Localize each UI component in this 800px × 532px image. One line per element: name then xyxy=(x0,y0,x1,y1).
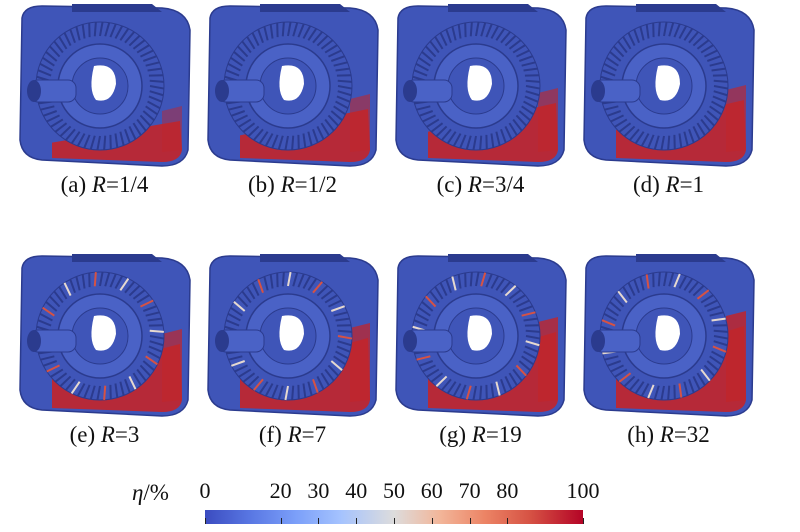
caption-letter: (a) xyxy=(60,172,92,197)
colorbar-label: η/% xyxy=(132,480,169,505)
caption-letter: (h) xyxy=(627,422,660,447)
caption-value: =1 xyxy=(679,172,705,197)
panel-c xyxy=(388,0,573,170)
colorbar-tick-label: 20 xyxy=(269,478,292,503)
caption-value: =1/2 xyxy=(294,172,337,197)
caption-letter: (b) xyxy=(247,172,281,197)
caption-value: =32 xyxy=(673,422,710,447)
colorbar-tick-label: 80 xyxy=(496,478,519,503)
panel-caption: (c) R=3/4 xyxy=(388,172,573,198)
caption-value: =19 xyxy=(485,422,522,447)
panel-f xyxy=(200,250,385,420)
caption-variable: R xyxy=(467,172,482,197)
caption-letter: (d) xyxy=(632,172,666,197)
caption-letter: (f) xyxy=(258,422,288,447)
gearbox-render xyxy=(19,4,191,167)
caption-letter: (g) xyxy=(439,422,472,447)
panel-caption: (e) R=3 xyxy=(12,422,197,448)
caption-letter: (c) xyxy=(436,172,468,197)
gearbox-render xyxy=(395,254,567,417)
caption-value: =1/4 xyxy=(105,172,149,197)
colorbar xyxy=(205,510,583,524)
gearbox-render xyxy=(207,254,379,417)
colorbar-tick xyxy=(583,518,584,524)
caption-variable: R xyxy=(91,172,106,197)
gearbox-render xyxy=(207,4,379,167)
caption-variable: R xyxy=(659,422,674,447)
panel-caption: (f) R=7 xyxy=(200,422,385,448)
gearbox-render xyxy=(583,254,755,417)
caption-variable: R xyxy=(471,422,486,447)
colorbar-tick xyxy=(318,518,320,524)
panel-caption: (b) R=1/2 xyxy=(200,172,385,198)
caption-value: =3/4 xyxy=(481,172,525,197)
panel-d xyxy=(576,0,761,170)
panel-caption: (g) R=19 xyxy=(388,422,573,448)
colorbar-tick xyxy=(394,518,395,524)
caption-variable: R xyxy=(100,422,115,447)
panel-caption: (d) R=1 xyxy=(576,172,761,198)
panel-h xyxy=(576,250,761,420)
panel-caption: (h) R=32 xyxy=(576,422,761,448)
caption-letter: (e) xyxy=(69,422,101,447)
colorbar-tick xyxy=(205,518,206,524)
colorbar-tick xyxy=(356,518,358,524)
colorbar-tick xyxy=(469,518,471,524)
panel-a xyxy=(12,0,197,170)
colorbar-tick xyxy=(431,518,433,524)
colorbar-tick xyxy=(507,518,509,524)
caption-value: =7 xyxy=(301,422,327,447)
caption-value: =3 xyxy=(114,422,140,447)
panel-e xyxy=(12,250,197,420)
gearbox-render xyxy=(19,254,191,417)
colorbar-tick-label: 60 xyxy=(420,478,443,503)
panel-b xyxy=(200,0,385,170)
colorbar-tick-label: 100 xyxy=(566,478,600,503)
caption-variable: R xyxy=(287,422,302,447)
gearbox-render xyxy=(395,4,567,167)
colorbar-tick-label: 30 xyxy=(307,478,330,503)
panel-g xyxy=(388,250,573,420)
caption-variable: R xyxy=(665,172,680,197)
colorbar-tick-label: 70 xyxy=(458,478,481,503)
gearbox-render xyxy=(583,4,755,167)
caption-variable: R xyxy=(280,172,295,197)
colorbar-tick-label: 0 xyxy=(199,478,211,503)
colorbar-tick xyxy=(280,518,282,524)
colorbar-tick-label: 40 xyxy=(345,478,368,503)
panel-caption: (a) R=1/4 xyxy=(12,172,197,198)
colorbar-tick-label: 50 xyxy=(383,478,405,503)
